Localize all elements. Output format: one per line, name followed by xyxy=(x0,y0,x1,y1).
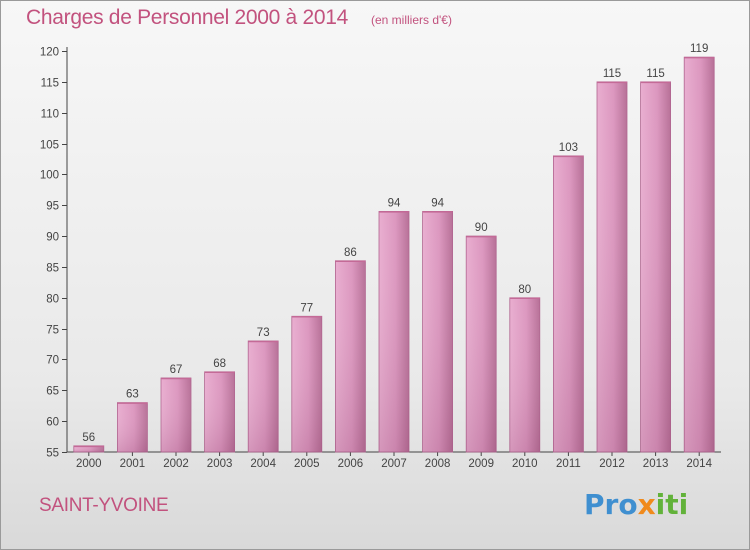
data-label: 115 xyxy=(603,68,621,80)
location-name: SAINT-YVOINE xyxy=(39,495,169,516)
bar-shade-2000 xyxy=(73,445,104,452)
y-tick-label: 85 xyxy=(46,263,59,275)
bar-shade-2010 xyxy=(509,297,540,452)
bar-shade-2002 xyxy=(161,377,191,452)
chart-subtitle: (en milliers d'€) xyxy=(371,13,452,27)
x-tick-label: 2011 xyxy=(556,458,581,470)
y-tick-label: 110 xyxy=(41,109,59,121)
y-tick-label: 75 xyxy=(46,325,59,337)
bar-shade-2007 xyxy=(379,211,409,452)
bar-shade-2009 xyxy=(466,236,497,452)
x-tick-label: 2004 xyxy=(250,458,276,470)
logo-letter: o xyxy=(618,488,638,521)
data-label: 94 xyxy=(431,197,444,209)
bar-shade-2012 xyxy=(597,81,627,452)
y-tick-label: 55 xyxy=(46,448,59,460)
data-label: 77 xyxy=(300,302,313,314)
data-label: 103 xyxy=(559,142,578,154)
x-tick-label: 2008 xyxy=(425,458,451,470)
bar-shade-2004 xyxy=(248,340,279,452)
logo-letter: i xyxy=(655,488,666,521)
y-tick-label: 80 xyxy=(46,294,59,306)
x-tick-label: 2002 xyxy=(163,458,189,470)
data-label: 94 xyxy=(388,197,401,209)
data-label: 67 xyxy=(170,364,183,376)
data-label: 73 xyxy=(257,327,270,339)
y-tick-label: 60 xyxy=(46,417,59,429)
bar-shade-2001 xyxy=(117,402,148,452)
bar-shade-2014 xyxy=(684,57,715,453)
labels: 2000 56 2001 63 2002 67 2003 68 2004 73 2005 77 2006… xyxy=(76,43,713,470)
bar-shade-2008 xyxy=(422,211,453,452)
data-label: 115 xyxy=(646,68,664,80)
y-tick-label: 100 xyxy=(40,170,59,182)
x-tick-label: 2000 xyxy=(76,458,102,470)
data-label: 86 xyxy=(344,247,357,259)
logo-letter: t xyxy=(665,488,679,521)
bar-shade-2006 xyxy=(335,260,366,452)
bar-shade-2003 xyxy=(204,371,235,452)
x-tick-label: 2014 xyxy=(686,458,712,470)
y-tick-label: 105 xyxy=(40,140,59,152)
logo-letter: i xyxy=(678,488,689,521)
bars xyxy=(73,56,715,453)
x-tick-label: 2013 xyxy=(643,458,669,470)
x-tick-label: 2001 xyxy=(120,458,146,470)
proxiti-logo[interactable]: Proxiti xyxy=(584,488,688,521)
chart-title: Charges de Personnel 2000 à 2014 xyxy=(26,6,348,29)
data-label: 90 xyxy=(475,222,488,234)
x-tick-label: 2007 xyxy=(381,458,407,470)
x-tick-label: 2006 xyxy=(338,458,364,470)
logo-letter: P xyxy=(584,488,605,521)
logo-letter: x xyxy=(637,488,656,521)
x-tick-label: 2009 xyxy=(468,458,494,470)
bar-shade-2011 xyxy=(553,155,584,452)
logo-letter: r xyxy=(604,488,619,521)
data-label: 119 xyxy=(690,43,708,55)
data-label: 68 xyxy=(213,358,226,370)
y-tick-label: 65 xyxy=(46,386,59,398)
bar-shade-2013 xyxy=(640,81,671,452)
y-tick-label: 70 xyxy=(46,355,59,367)
x-tick-label: 2003 xyxy=(207,458,233,470)
y-tick-label: 115 xyxy=(41,78,59,90)
bar-shade-2005 xyxy=(291,316,322,452)
data-label: 56 xyxy=(82,432,95,444)
x-tick-label: 2005 xyxy=(294,458,320,470)
x-tick-label: 2010 xyxy=(512,458,538,470)
y-tick-label: 120 xyxy=(40,47,59,59)
y-tick-label: 95 xyxy=(46,201,59,213)
y-tick-label: 90 xyxy=(46,232,59,244)
x-tick-label: 2012 xyxy=(599,458,625,470)
data-label: 80 xyxy=(518,284,531,296)
data-label: 63 xyxy=(126,389,139,401)
